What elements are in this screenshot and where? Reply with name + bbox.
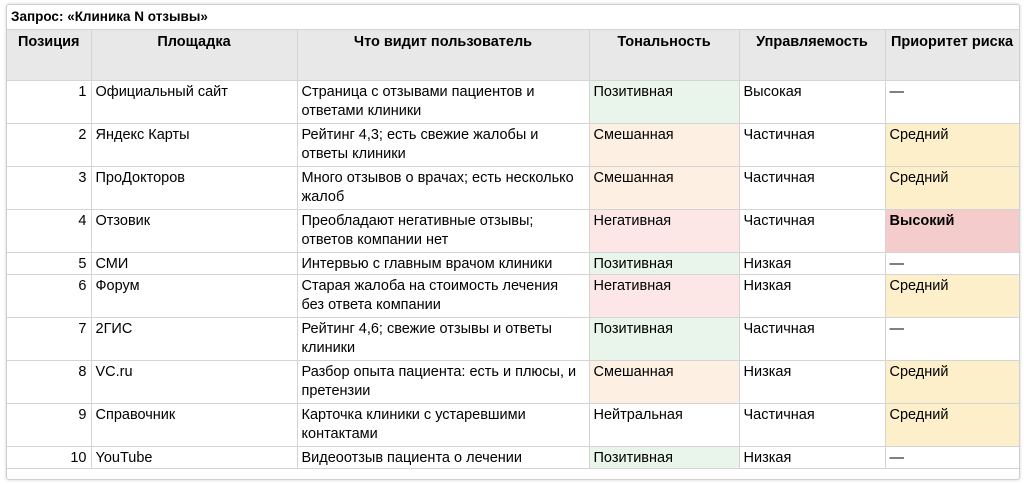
cell-position[interactable]: 6 bbox=[7, 274, 92, 318]
cell-tone[interactable]: Позитивная bbox=[588, 252, 740, 275]
cell-priority[interactable]: — bbox=[884, 80, 1019, 124]
cell-platform[interactable]: 2ГИС bbox=[90, 317, 298, 361]
header-user-sees[interactable]: Что видит пользователь bbox=[296, 30, 590, 81]
cell-priority[interactable]: — bbox=[884, 252, 1019, 275]
cell-control[interactable]: Частичная bbox=[738, 403, 886, 447]
cell-position[interactable]: 7 bbox=[7, 317, 92, 361]
header-control[interactable]: Управляемость bbox=[738, 30, 886, 81]
cell-user-sees[interactable]: Интервью с главным врачом клиники bbox=[296, 252, 590, 275]
cell-tone[interactable]: Позитивная bbox=[588, 446, 740, 469]
cell-platform[interactable]: YouTube bbox=[90, 446, 298, 469]
table-body: 1 Официальный сайт Страница с отзывами пац… bbox=[7, 80, 1019, 469]
cell-tone[interactable]: Негативная bbox=[588, 274, 740, 318]
cell-tone[interactable]: Позитивная bbox=[588, 80, 740, 124]
header-priority[interactable]: Приоритет риска bbox=[884, 30, 1019, 81]
table-row: 3 ПроДокторов Много отзывов о врачах; есть… bbox=[7, 166, 1019, 210]
table-row: 5 СМИ Интервью с главным врачом клиники Поз… bbox=[7, 252, 1019, 275]
header-platform[interactable]: Площадка bbox=[90, 30, 298, 81]
cell-platform[interactable]: Яндекс Карты bbox=[90, 123, 298, 167]
cell-control[interactable]: Частичная bbox=[738, 317, 886, 361]
cell-position[interactable]: 3 bbox=[7, 166, 92, 210]
cell-user-sees[interactable]: Разбор опыта пациента: есть и плюсы, и п… bbox=[296, 360, 590, 404]
cell-user-sees[interactable]: Карточка клиники с устаревшими контактам… bbox=[296, 403, 590, 447]
reputation-table: Позиция Площадка Что видит пользователь … bbox=[7, 30, 1019, 469]
cell-platform[interactable]: ПроДокторов bbox=[90, 166, 298, 210]
spreadsheet: Запрос: «Клиника N отзывы» Позиция Площа… bbox=[6, 4, 1020, 480]
cell-priority[interactable]: — bbox=[884, 317, 1019, 361]
cell-control[interactable]: Низкая bbox=[738, 360, 886, 404]
header-position[interactable]: Позиция bbox=[7, 30, 92, 81]
cell-platform[interactable]: Справочник bbox=[90, 403, 298, 447]
cell-position[interactable]: 8 bbox=[7, 360, 92, 404]
cell-platform[interactable]: Отзовик bbox=[90, 209, 298, 253]
cell-priority[interactable]: Средний bbox=[884, 123, 1019, 167]
cell-position[interactable]: 2 bbox=[7, 123, 92, 167]
cell-position[interactable]: 5 bbox=[7, 252, 92, 275]
cell-priority[interactable]: Высокий bbox=[884, 209, 1019, 253]
cell-platform[interactable]: Форум bbox=[90, 274, 298, 318]
cell-user-sees[interactable]: Рейтинг 4,6; свежие отзывы и ответы клин… bbox=[296, 317, 590, 361]
cell-user-sees[interactable]: Старая жалоба на стоимость лечения без о… bbox=[296, 274, 590, 318]
table-row: 6 Форум Старая жалоба на стоимость лечения… bbox=[7, 274, 1019, 318]
cell-user-sees[interactable]: Страница с отзывами пациентов и ответами… bbox=[296, 80, 590, 124]
table-row: 8 VC.ru Разбор опыта пациента: есть и плюс… bbox=[7, 360, 1019, 404]
cell-priority[interactable]: — bbox=[884, 446, 1019, 469]
cell-tone[interactable]: Смешанная bbox=[588, 360, 740, 404]
cell-user-sees[interactable]: Рейтинг 4,3; есть свежие жалобы и ответы… bbox=[296, 123, 590, 167]
table-row: 2 Яндекс Карты Рейтинг 4,3; есть свежие жа… bbox=[7, 123, 1019, 167]
cell-priority[interactable]: Средний bbox=[884, 274, 1019, 318]
cell-control[interactable]: Частичная bbox=[738, 166, 886, 210]
header-row: Позиция Площадка Что видит пользователь … bbox=[7, 30, 1019, 81]
cell-platform[interactable]: СМИ bbox=[90, 252, 298, 275]
cell-priority[interactable]: Средний bbox=[884, 403, 1019, 447]
cell-position[interactable]: 10 bbox=[7, 446, 92, 469]
cell-priority[interactable]: Средний bbox=[884, 360, 1019, 404]
cell-tone[interactable]: Смешанная bbox=[588, 166, 740, 210]
table-row: 7 2ГИС Рейтинг 4,6; свежие отзывы и ответы… bbox=[7, 317, 1019, 361]
cell-platform[interactable]: VC.ru bbox=[90, 360, 298, 404]
cell-user-sees[interactable]: Преобладают негативные отзывы; ответов к… bbox=[296, 209, 590, 253]
cell-priority[interactable]: Средний bbox=[884, 166, 1019, 210]
cell-tone[interactable]: Позитивная bbox=[588, 317, 740, 361]
cell-tone[interactable]: Смешанная bbox=[588, 123, 740, 167]
query-title[interactable]: Запрос: «Клиника N отзывы» bbox=[7, 5, 1019, 30]
cell-control[interactable]: Высокая bbox=[738, 80, 886, 124]
cell-position[interactable]: 1 bbox=[7, 80, 92, 124]
cell-control[interactable]: Низкая bbox=[738, 252, 886, 275]
table-row: 4 Отзовик Преобладают негативные отзывы; о… bbox=[7, 209, 1019, 253]
table-row: 9 Справочник Карточка клиники с устаревшим… bbox=[7, 403, 1019, 447]
cell-platform[interactable]: Официальный сайт bbox=[90, 80, 298, 124]
table-row: 1 Официальный сайт Страница с отзывами пац… bbox=[7, 80, 1019, 124]
cell-user-sees[interactable]: Много отзывов о врачах; есть несколько ж… bbox=[296, 166, 590, 210]
table-row: 10 YouTube Видеоотзыв пациента о лечении По… bbox=[7, 446, 1019, 469]
header-tone[interactable]: Тональность bbox=[588, 30, 740, 81]
cell-control[interactable]: Низкая bbox=[738, 274, 886, 318]
cell-control[interactable]: Частичная bbox=[738, 209, 886, 253]
cell-control[interactable]: Частичная bbox=[738, 123, 886, 167]
cell-position[interactable]: 4 bbox=[7, 209, 92, 253]
cell-position[interactable]: 9 bbox=[7, 403, 92, 447]
cell-tone[interactable]: Негативная bbox=[588, 209, 740, 253]
cell-user-sees[interactable]: Видеоотзыв пациента о лечении bbox=[296, 446, 590, 469]
cell-control[interactable]: Низкая bbox=[738, 446, 886, 469]
cell-tone[interactable]: Нейтральная bbox=[588, 403, 740, 447]
